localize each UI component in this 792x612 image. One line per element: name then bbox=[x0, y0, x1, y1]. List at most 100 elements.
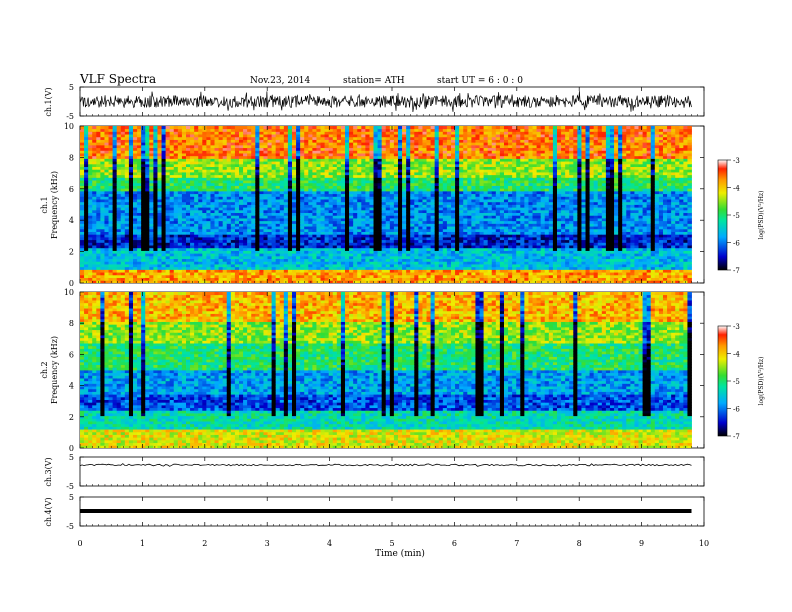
spectrogram-cell bbox=[373, 266, 379, 270]
spectrogram-cell bbox=[296, 177, 301, 181]
spectrogram-cell bbox=[402, 255, 407, 260]
spectrogram-cell bbox=[202, 177, 207, 181]
spectrogram-cell bbox=[275, 153, 281, 157]
spectrogram-cell bbox=[157, 169, 162, 173]
spectrogram-cell bbox=[80, 212, 85, 216]
spectrogram-cell bbox=[149, 277, 154, 281]
spectrogram-cell bbox=[169, 174, 175, 178]
spectrogram-cell bbox=[275, 226, 281, 230]
spectrogram-cell bbox=[137, 144, 142, 149]
spectrogram-cell bbox=[377, 247, 383, 251]
spectrogram-cell bbox=[247, 255, 252, 260]
spectrogram-cell bbox=[206, 153, 211, 157]
spectrogram-cell bbox=[157, 253, 162, 257]
spectrogram-cell bbox=[406, 247, 411, 251]
spectrogram-cell bbox=[328, 207, 334, 211]
spectrogram-cell bbox=[263, 245, 268, 249]
spectrogram-cell bbox=[145, 245, 150, 249]
spectrogram-cell bbox=[104, 185, 109, 189]
spectrogram-cell bbox=[202, 182, 207, 186]
spectrogram-cell bbox=[251, 163, 256, 168]
spectrogram-cell bbox=[108, 204, 114, 208]
spectrogram-cell bbox=[361, 177, 366, 181]
spectrogram-cell bbox=[324, 280, 330, 283]
spectrogram-cell bbox=[418, 218, 423, 222]
spectrogram-cell bbox=[243, 155, 248, 159]
spectrogram-cell bbox=[149, 226, 154, 230]
spectrogram-cell bbox=[349, 199, 354, 203]
spectrogram-cell bbox=[381, 207, 387, 211]
spectrogram-cell bbox=[157, 255, 162, 260]
spectrogram-cell bbox=[381, 247, 387, 251]
spectrogram-cell bbox=[234, 269, 240, 273]
spectrogram-cell bbox=[385, 226, 391, 230]
spectrogram-cell bbox=[255, 139, 260, 143]
spectrogram-cell bbox=[112, 218, 118, 222]
spectrogram-cell bbox=[177, 169, 183, 173]
spectrogram-cell bbox=[226, 128, 232, 132]
spectrogram-cell bbox=[291, 134, 297, 138]
spectrogram-cell bbox=[340, 231, 346, 235]
spectrogram-cell bbox=[141, 180, 146, 184]
spectrogram-cell bbox=[389, 228, 395, 232]
spectrogram-cell bbox=[120, 136, 126, 140]
spectrogram-cell bbox=[108, 139, 114, 143]
spectrogram-cell bbox=[324, 258, 330, 262]
spectrogram-cell bbox=[247, 277, 252, 281]
spectrogram-cell bbox=[385, 261, 391, 265]
spectrogram-cell bbox=[210, 131, 215, 135]
spectrogram-cell bbox=[300, 258, 305, 262]
spectrogram-cell bbox=[145, 131, 150, 135]
spectrogram-cell bbox=[190, 228, 195, 232]
spectrogram-cell bbox=[369, 128, 374, 132]
spectrogram-cell bbox=[397, 196, 403, 200]
spectrogram-cell bbox=[173, 182, 179, 186]
spectrogram-cell bbox=[275, 215, 281, 219]
spectrogram-cell bbox=[247, 231, 252, 235]
spectrogram-cell bbox=[88, 139, 93, 143]
spectrogram-cell bbox=[283, 153, 289, 157]
spectrogram-cell bbox=[141, 242, 146, 246]
spectrogram-cell bbox=[214, 131, 220, 135]
spectrogram-cell bbox=[296, 277, 301, 281]
spectrogram-cell bbox=[206, 207, 211, 211]
spectrogram-cell bbox=[304, 136, 309, 140]
spectrogram-cell bbox=[124, 204, 130, 208]
spectrogram-cell bbox=[120, 169, 126, 173]
spectrogram-cell bbox=[214, 139, 220, 143]
spectrogram-cell bbox=[353, 250, 358, 254]
spectrogram-cell bbox=[336, 185, 342, 189]
spectrogram-cell bbox=[194, 261, 199, 265]
spectrogram-cell bbox=[312, 193, 317, 197]
spectrogram-cell bbox=[137, 163, 142, 168]
spectrogram-cell bbox=[226, 261, 232, 265]
spectrogram-cell bbox=[361, 258, 366, 262]
spectrogram-cell bbox=[210, 269, 215, 273]
spectrogram-cell bbox=[406, 215, 411, 219]
spectrogram-cell bbox=[137, 234, 142, 238]
spectrogram-cell bbox=[369, 212, 374, 216]
spectrogram-cell bbox=[222, 158, 228, 162]
spectrogram-cell bbox=[406, 188, 411, 192]
spectrogram-cell bbox=[263, 250, 268, 254]
spectrogram-cell bbox=[133, 239, 138, 243]
spectrogram-cell bbox=[336, 223, 342, 227]
spectrogram-cell bbox=[222, 236, 228, 241]
spectrogram-cell bbox=[369, 245, 374, 249]
spectrogram-cell bbox=[308, 190, 313, 195]
spectrogram-cell bbox=[133, 190, 138, 195]
spectrogram-cell bbox=[124, 177, 130, 181]
spectrogram-cell bbox=[332, 209, 338, 214]
spectrogram-cell bbox=[320, 196, 326, 200]
spectrogram-cell bbox=[141, 190, 146, 195]
spectrogram-cell bbox=[92, 204, 97, 208]
spectrogram-cell bbox=[84, 220, 89, 224]
spectrogram-cell bbox=[230, 261, 236, 265]
spectrogram-cell bbox=[328, 177, 334, 181]
spectrogram-cell bbox=[332, 139, 338, 143]
spectrogram-cell bbox=[353, 136, 358, 140]
spectrogram-cell bbox=[226, 142, 232, 146]
spectrogram-cell bbox=[104, 220, 109, 224]
spectrogram-cell bbox=[173, 188, 179, 192]
spectrogram-cell bbox=[353, 128, 358, 132]
